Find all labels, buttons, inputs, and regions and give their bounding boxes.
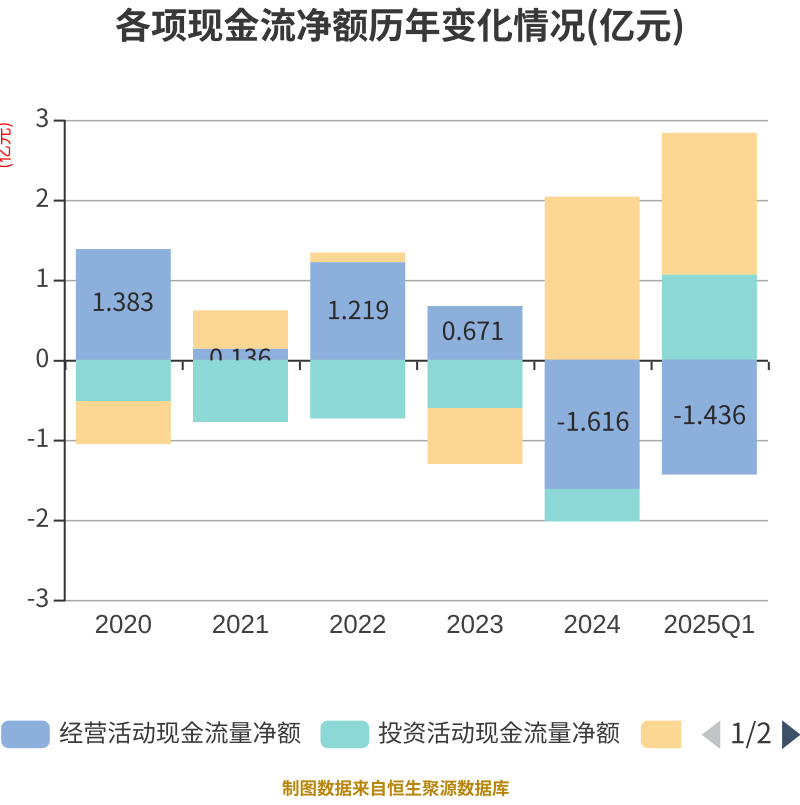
svg-text:2021: 2021 [212, 611, 269, 639]
svg-text:2023: 2023 [446, 611, 503, 639]
svg-text:2025Q1: 2025Q1 [663, 611, 755, 639]
svg-text:2020: 2020 [95, 611, 152, 639]
svg-text:2022: 2022 [329, 611, 386, 639]
svg-text:2024: 2024 [564, 611, 621, 639]
